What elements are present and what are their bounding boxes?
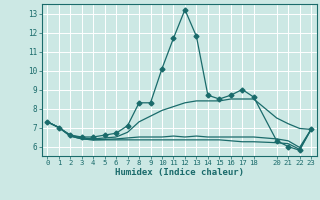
X-axis label: Humidex (Indice chaleur): Humidex (Indice chaleur) — [115, 168, 244, 177]
